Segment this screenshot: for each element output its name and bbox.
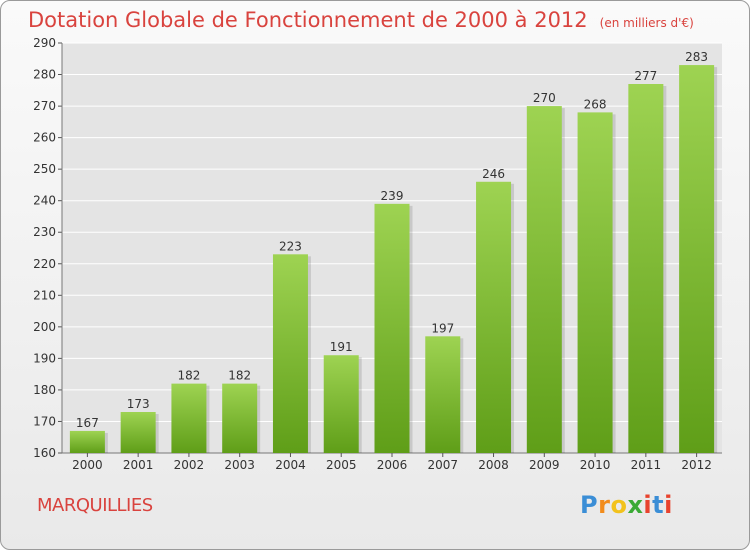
bar-2005 bbox=[323, 355, 359, 453]
bar-2003 bbox=[222, 383, 258, 453]
y-tick-label: 220 bbox=[33, 257, 56, 271]
bar-2000 bbox=[69, 430, 105, 453]
x-tick-label: 2000 bbox=[72, 458, 103, 472]
bar-2009 bbox=[526, 106, 562, 454]
x-tick-label: 2008 bbox=[478, 458, 509, 472]
y-tick-label: 180 bbox=[33, 383, 56, 397]
value-label: 277 bbox=[634, 69, 657, 83]
y-tick-label: 280 bbox=[33, 68, 56, 82]
logo-letter: x bbox=[627, 491, 644, 519]
x-tick-label: 2004 bbox=[275, 458, 306, 472]
bar-2001 bbox=[120, 412, 156, 453]
value-label: 173 bbox=[127, 397, 150, 411]
y-tick-label: 200 bbox=[33, 320, 56, 334]
value-label: 270 bbox=[533, 91, 556, 105]
value-label: 223 bbox=[279, 239, 302, 253]
x-tick-label: 2009 bbox=[529, 458, 560, 472]
x-tick-label: 2006 bbox=[377, 458, 408, 472]
bar-2012 bbox=[679, 65, 715, 454]
value-label: 182 bbox=[177, 369, 200, 383]
value-label: 197 bbox=[431, 321, 454, 335]
value-label: 283 bbox=[685, 50, 708, 64]
title-text: Dotation Globale de Fonctionnement de 20… bbox=[28, 8, 588, 32]
logo-letter: o bbox=[610, 491, 628, 519]
logo-letter: r bbox=[598, 491, 611, 519]
y-tick-label: 190 bbox=[33, 351, 56, 365]
x-tick-label: 2005 bbox=[326, 458, 357, 472]
x-tick-label: 2003 bbox=[224, 458, 255, 472]
commune-name: MARQUILLIES bbox=[37, 495, 153, 516]
unit-note: (en milliers d'€) bbox=[599, 16, 694, 30]
y-tick-label: 290 bbox=[33, 36, 56, 50]
bar-2002 bbox=[171, 383, 207, 453]
x-tick-label: 2001 bbox=[123, 458, 154, 472]
y-tick-label: 230 bbox=[33, 225, 56, 239]
x-tick-label: 2007 bbox=[427, 458, 458, 472]
bar-2006 bbox=[374, 203, 410, 453]
bar-2010 bbox=[577, 112, 613, 453]
value-label: 182 bbox=[228, 369, 251, 383]
bar-2008 bbox=[476, 181, 512, 453]
logo-letter: i bbox=[664, 491, 673, 519]
y-tick-label: 240 bbox=[33, 194, 56, 208]
value-label: 239 bbox=[381, 189, 404, 203]
chart-title: Dotation Globale de Fonctionnement de 20… bbox=[28, 8, 694, 32]
y-tick-label: 250 bbox=[33, 162, 56, 176]
logo-letter: P bbox=[580, 491, 599, 519]
bar-2004 bbox=[272, 254, 308, 453]
logo-letter: i bbox=[643, 491, 653, 519]
y-tick-label: 270 bbox=[33, 99, 56, 113]
y-tick-label: 260 bbox=[33, 131, 56, 145]
x-tick-label: 2002 bbox=[174, 458, 205, 472]
y-tick-label: 170 bbox=[33, 414, 56, 428]
proxiti-logo: Proxiti bbox=[580, 491, 673, 519]
value-label: 167 bbox=[76, 416, 99, 430]
value-label: 191 bbox=[330, 340, 353, 354]
x-tick-label: 2011 bbox=[631, 458, 662, 472]
y-tick-label: 160 bbox=[33, 446, 56, 460]
bar-2007 bbox=[425, 336, 461, 453]
value-label: 268 bbox=[584, 97, 607, 111]
logo-letter: t bbox=[652, 491, 665, 519]
y-tick-label: 210 bbox=[33, 288, 56, 302]
x-tick-label: 2010 bbox=[580, 458, 611, 472]
bar-2011 bbox=[628, 84, 664, 453]
value-label: 246 bbox=[482, 167, 505, 181]
x-tick-label: 2012 bbox=[681, 458, 712, 472]
